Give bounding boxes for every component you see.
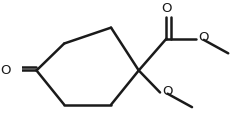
Text: O: O — [0, 64, 10, 77]
Text: O: O — [198, 31, 208, 44]
Text: O: O — [162, 85, 172, 98]
Text: O: O — [161, 2, 172, 15]
